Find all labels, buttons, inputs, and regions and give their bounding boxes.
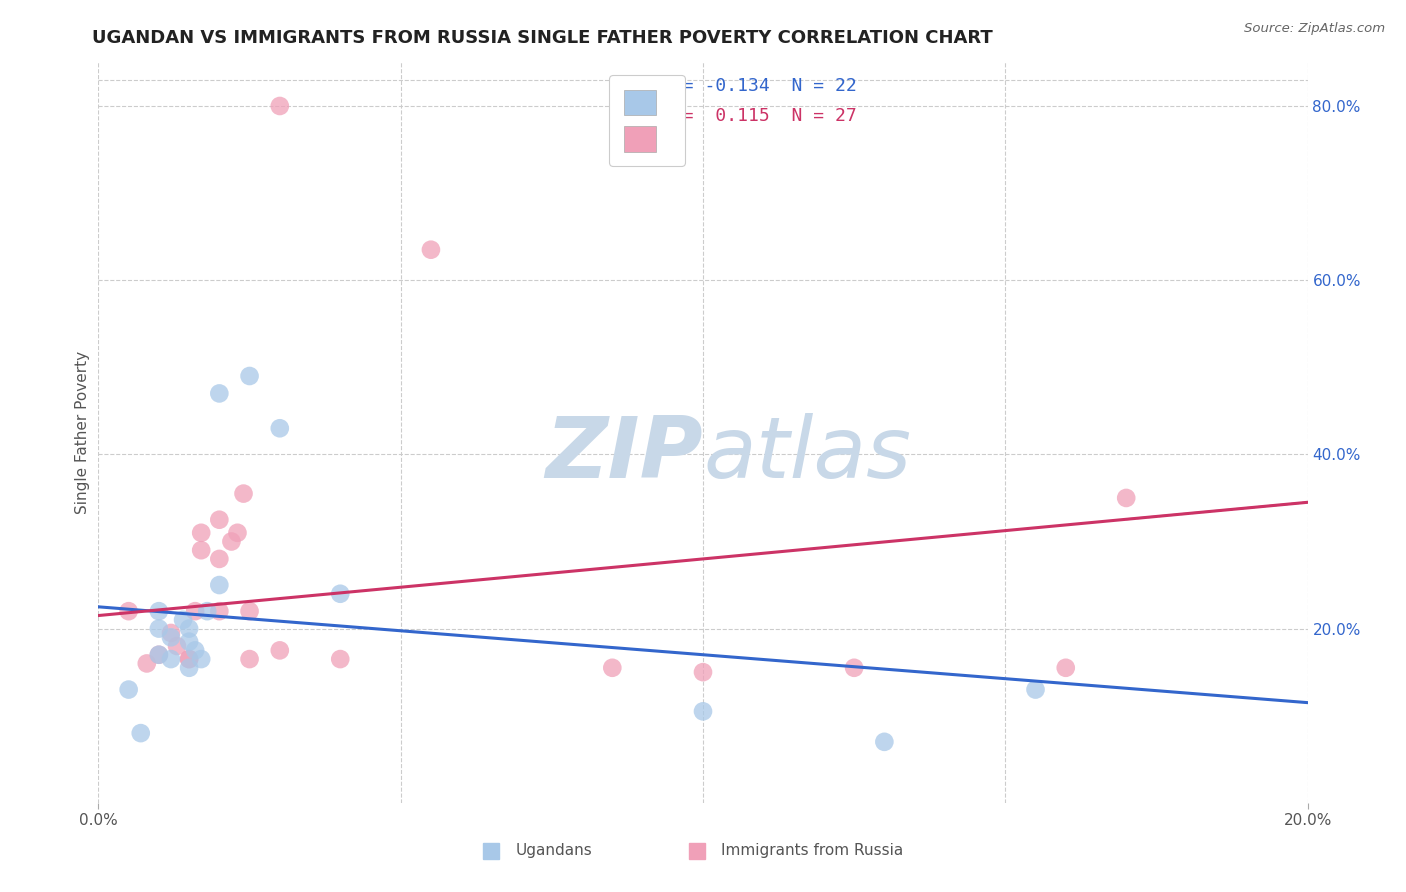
Point xyxy=(692,704,714,718)
Point xyxy=(129,726,152,740)
Y-axis label: Single Father Poverty: Single Father Poverty xyxy=(75,351,90,514)
Point xyxy=(179,661,201,675)
Point xyxy=(166,639,188,653)
Text: atlas: atlas xyxy=(703,413,911,496)
Text: Immigrants from Russia: Immigrants from Russia xyxy=(721,844,904,858)
Text: UGANDAN VS IMMIGRANTS FROM RUSSIA SINGLE FATHER POVERTY CORRELATION CHART: UGANDAN VS IMMIGRANTS FROM RUSSIA SINGLE… xyxy=(93,29,993,47)
Text: R = -0.134  N = 22: R = -0.134 N = 22 xyxy=(661,77,856,95)
Point xyxy=(179,652,201,666)
Point xyxy=(118,682,141,697)
Point xyxy=(148,622,170,636)
Point xyxy=(226,525,249,540)
Point xyxy=(239,604,262,618)
Point xyxy=(148,648,170,662)
Text: ZIP: ZIP xyxy=(546,413,703,496)
Point xyxy=(208,386,231,401)
Point xyxy=(179,634,201,648)
Point xyxy=(232,486,254,500)
Point xyxy=(208,513,231,527)
Point xyxy=(239,369,262,384)
Point xyxy=(602,661,624,675)
Point xyxy=(172,613,194,627)
Point xyxy=(195,604,218,618)
Point xyxy=(179,652,201,666)
Point xyxy=(160,630,183,644)
Point xyxy=(692,665,714,680)
Text: Ugandans: Ugandans xyxy=(516,844,592,858)
Point xyxy=(269,643,291,657)
Point xyxy=(1115,491,1137,505)
Point xyxy=(190,543,212,558)
Point xyxy=(208,604,231,618)
Point xyxy=(148,648,170,662)
Point xyxy=(190,652,212,666)
Point xyxy=(148,604,170,618)
Point xyxy=(118,604,141,618)
Point xyxy=(179,622,201,636)
Point xyxy=(329,652,352,666)
Point xyxy=(329,587,352,601)
Point xyxy=(844,661,866,675)
Point xyxy=(135,657,157,671)
Point xyxy=(208,552,231,566)
Point xyxy=(269,421,291,435)
Point xyxy=(1024,682,1046,697)
Point xyxy=(184,604,207,618)
Text: R =  0.115  N = 27: R = 0.115 N = 27 xyxy=(661,107,856,125)
Point xyxy=(1054,661,1077,675)
Point xyxy=(239,652,262,666)
Point xyxy=(221,534,243,549)
Point xyxy=(269,99,291,113)
Point xyxy=(420,243,443,257)
Point xyxy=(208,578,231,592)
Point xyxy=(184,643,207,657)
Legend: , : , xyxy=(609,75,685,166)
Text: Source: ZipAtlas.com: Source: ZipAtlas.com xyxy=(1244,22,1385,36)
Point xyxy=(160,652,183,666)
Point xyxy=(160,626,183,640)
Point xyxy=(873,735,896,749)
Point xyxy=(190,525,212,540)
